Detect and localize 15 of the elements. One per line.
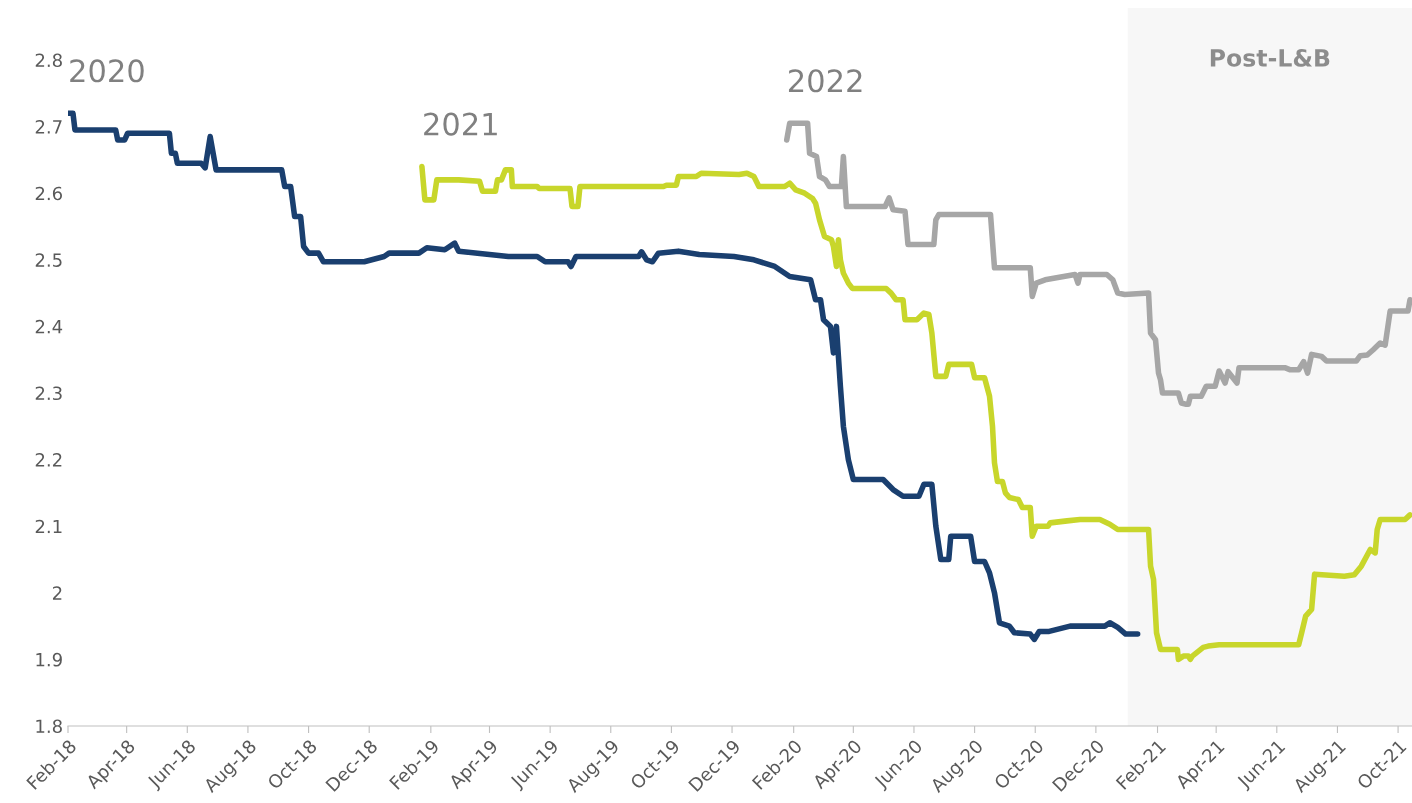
y-tick-label: 2 [52, 586, 62, 600]
series-label: 2021 [424, 112, 497, 136]
y-tick-label: 1.9 [36, 652, 62, 667]
y-tick-label: 2.1 [35, 519, 62, 534]
y-tick-label: 2.8 [35, 53, 62, 68]
y-tick-label: 2.7 [35, 120, 62, 134]
band-label: Post-L&B [1210, 48, 1330, 67]
y-tick-label: 2.3 [35, 386, 62, 401]
y-tick-label: 2.6 [35, 186, 62, 201]
series-label: 2020 [70, 59, 144, 83]
y-tick-label: 1.8 [36, 719, 62, 734]
series-label: 2022 [788, 69, 862, 93]
y-tick-label: 2.2 [35, 453, 62, 467]
y-tick-label: 2.4 [35, 319, 63, 334]
y-tick-label: 2.5 [35, 253, 62, 267]
